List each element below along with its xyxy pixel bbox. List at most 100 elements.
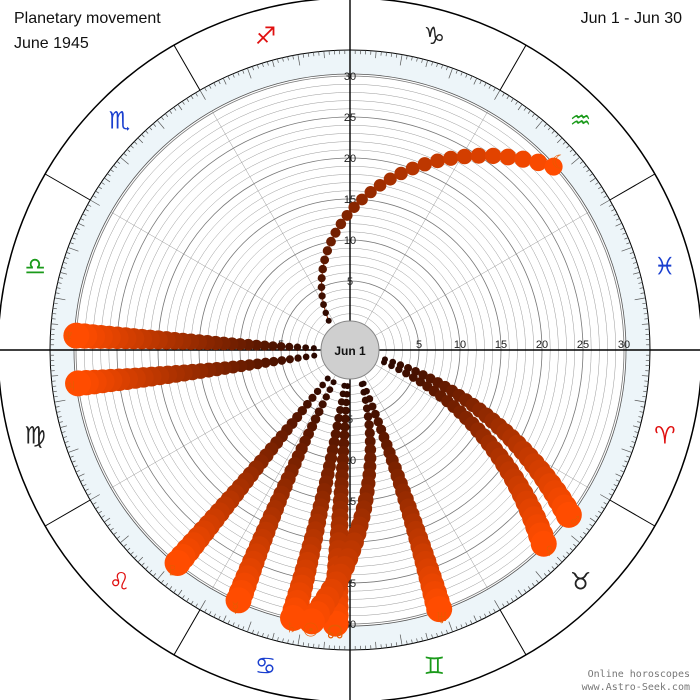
degree-tick: [446, 629, 449, 634]
day-dot-moon: [320, 255, 330, 265]
degree-tick: [173, 107, 177, 111]
credit-line-2: www.Astro-Seek.com: [581, 682, 690, 693]
day-dot-moon: [322, 246, 333, 256]
degree-tick: [473, 77, 478, 85]
degree-tick: [543, 123, 548, 127]
degree-tick: [573, 152, 577, 157]
degree-tick: [622, 465, 627, 468]
degree-tick: [598, 186, 602, 190]
degree-tick: [579, 536, 584, 540]
degree-tick: [92, 502, 97, 505]
degree-tick: [63, 436, 68, 439]
degree-tick: [67, 448, 79, 453]
day-dot-neptune: [293, 343, 302, 351]
degree-tick: [622, 232, 627, 235]
degree-tick: [431, 634, 434, 639]
degree-tick: [165, 113, 169, 117]
degree-tick: [113, 531, 117, 535]
degree-tick: [277, 58, 279, 63]
day-dot-mars: [404, 364, 413, 373]
radial-tick-label: 5: [347, 414, 353, 426]
day-dot-pluto: [319, 381, 326, 389]
degree-tick: [631, 256, 636, 259]
degree-tick: [63, 261, 68, 264]
degree-tick: [543, 573, 548, 577]
degree-tick: [488, 84, 492, 89]
degree-tick: [571, 156, 581, 165]
degree-tick: [629, 446, 634, 449]
degree-tick: [261, 632, 264, 637]
day-dot-sun: [364, 435, 376, 447]
degree-tick: [110, 169, 114, 173]
degree-tick: [190, 95, 194, 100]
degree-tick: [494, 90, 501, 100]
day-dot-mars: [389, 358, 397, 366]
day-dot-mars: [411, 366, 420, 376]
degree-tick: [562, 555, 567, 559]
day-dot-moon: [341, 209, 353, 221]
degree-tick: [75, 470, 80, 473]
degree-tick: [54, 399, 66, 403]
day-dot-mars: [381, 356, 388, 363]
degree-tick: [639, 287, 644, 289]
degree-tick: [92, 195, 97, 198]
degree-tick: [165, 583, 169, 587]
day-dot-pluto: [313, 387, 322, 396]
degree-tick: [195, 92, 198, 97]
degree-tick: [556, 137, 563, 144]
degree-tick: [465, 622, 468, 627]
degree-tick: [479, 80, 482, 85]
degree-tick: [57, 416, 62, 418]
degree-tick: [531, 113, 535, 117]
degree-tick: [156, 119, 165, 129]
day-dot-jupiter: [268, 356, 279, 367]
sign-glyph-sagittarius: ♐: [255, 23, 277, 50]
degree-tick: [119, 156, 129, 165]
day-dot-neptune: [251, 339, 262, 351]
degree-tick: [126, 149, 131, 153]
sign-glyph-scorpio: ♏: [109, 107, 131, 134]
degree-tick: [57, 282, 62, 284]
degree-tick: [107, 523, 111, 527]
degree-tick: [227, 75, 230, 80]
day-dot-neptune: [259, 340, 270, 351]
sign-boundary: [609, 499, 656, 527]
day-dot-mercury: [322, 393, 330, 401]
degree-tick: [119, 535, 129, 544]
degree-tick: [137, 137, 144, 144]
day-dot-moon: [529, 153, 548, 172]
degree-tick: [416, 57, 418, 62]
degree-tick: [204, 608, 207, 613]
degree-tick: [208, 611, 212, 616]
degree-tick: [169, 110, 173, 114]
degree-tick: [123, 152, 127, 157]
degree-tick: [53, 302, 58, 305]
degree-tick: [282, 638, 284, 643]
degree-tick: [608, 204, 613, 207]
degree-tick: [141, 562, 145, 567]
degree-tick: [642, 395, 647, 398]
degree-tick: [232, 622, 235, 627]
site-credit: Online horoscopes www.Astro-Seek.com: [582, 668, 690, 694]
degree-tick: [441, 631, 444, 636]
degree-tick: [130, 551, 134, 555]
degree-tick: [506, 600, 510, 605]
degree-tick: [69, 242, 74, 245]
degree-tick: [282, 57, 284, 62]
degree-tick: [71, 460, 76, 463]
degree-tick: [67, 247, 79, 252]
degree-tick: [425, 60, 428, 68]
degree-tick: [506, 95, 510, 100]
degree-tick: [247, 67, 252, 79]
radial-tick-label: 20: [536, 339, 548, 351]
degree-tick: [73, 465, 78, 468]
degree-tick: [637, 421, 642, 423]
day-dot-moon: [325, 317, 332, 324]
degree-tick: [54, 297, 66, 301]
degree-tick: [441, 64, 444, 69]
degree-tick: [137, 556, 144, 563]
degree-tick: [632, 261, 637, 264]
degree-tick: [323, 51, 325, 59]
degree-tick: [77, 222, 85, 227]
degree-tick: [110, 527, 114, 531]
